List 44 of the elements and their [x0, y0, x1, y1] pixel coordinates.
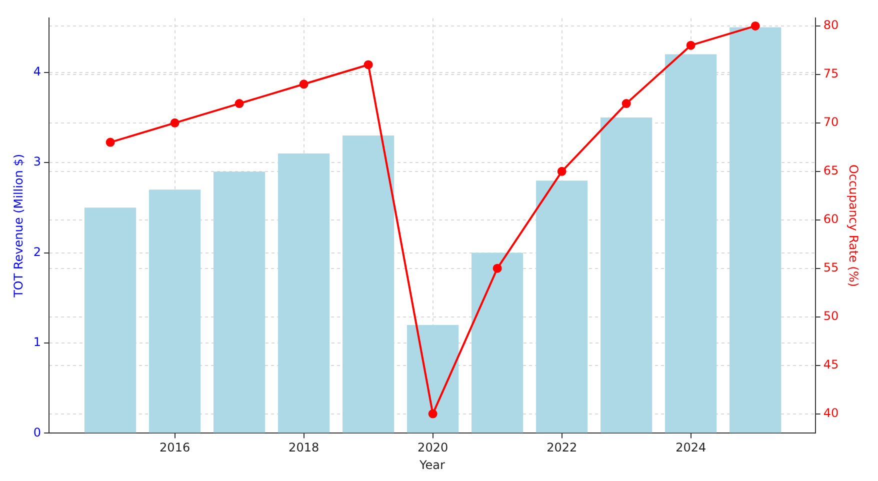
bar: [730, 27, 782, 433]
point: [686, 40, 696, 50]
point: [557, 166, 566, 176]
point: [234, 99, 244, 108]
bar: [665, 54, 717, 433]
bar: [407, 324, 459, 433]
y-axis-title: TOT Revenue (Million $): [11, 154, 26, 298]
point: [622, 99, 631, 108]
y-tick-label: 0: [33, 425, 42, 440]
x-tick-label: 2016: [160, 440, 190, 455]
y2-tick-label: 80: [823, 18, 839, 32]
y2-tick-label: 75: [823, 66, 839, 81]
bar: [536, 180, 588, 433]
bar: [84, 208, 136, 433]
y2-axis-title: Occupancy Rate (%): [846, 164, 861, 287]
point: [364, 60, 373, 70]
point: [106, 138, 115, 147]
bar: [214, 172, 266, 433]
y2-tick-label: 40: [823, 406, 839, 420]
x-tick-label: 2020: [418, 440, 448, 455]
y2-tick-label: 50: [823, 308, 839, 323]
y-tick-label: 3: [33, 154, 42, 169]
point: [299, 80, 308, 89]
bar: [600, 117, 652, 433]
y2-tick-label: 60: [823, 212, 839, 226]
x-tick-label: 2024: [676, 440, 706, 455]
y-tick-label: 1: [33, 335, 42, 350]
point: [170, 118, 180, 128]
point: [428, 409, 438, 418]
y2-tick-label: 70: [823, 115, 839, 130]
x-axis-title: Year: [418, 458, 445, 472]
x-tick-label: 2022: [546, 440, 578, 455]
x-tick-label: 2018: [288, 440, 320, 455]
point: [492, 264, 502, 273]
y-tick-label: 4: [33, 64, 42, 78]
bar: [278, 154, 330, 433]
bar: [149, 190, 201, 433]
y2-tick-label: 45: [823, 357, 839, 372]
point: [750, 21, 760, 30]
bar: [472, 252, 524, 433]
y2-tick-label: 65: [823, 164, 839, 178]
y-tick-label: 2: [33, 244, 42, 259]
bar: [342, 135, 394, 433]
y2-tick-label: 55: [823, 260, 839, 274]
